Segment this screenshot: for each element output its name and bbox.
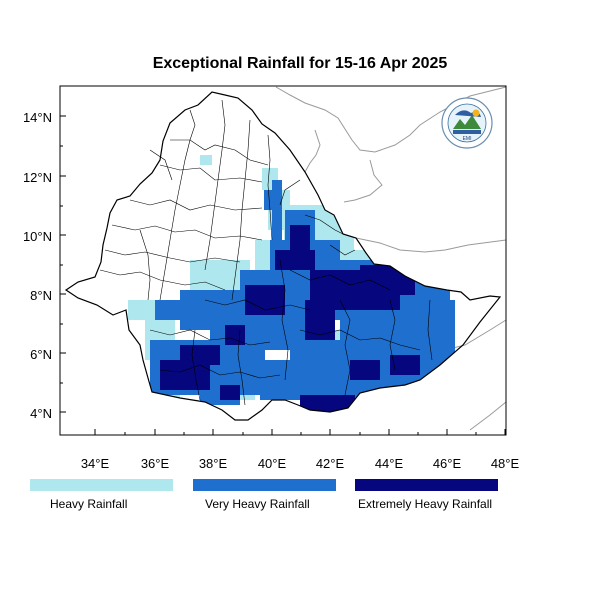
x-tick-label: 48°E <box>491 456 520 471</box>
admin-boundaries <box>99 99 433 406</box>
y-axis-labels: 14°N 12°N 10°N 8°N 6°N 4°N <box>23 110 52 421</box>
x-tick-label: 36°E <box>141 456 170 471</box>
legend-label-extreme: Extremely Heavy Rainfall <box>358 497 492 511</box>
legend-label-heavy: Heavy Rainfall <box>50 497 127 511</box>
logo-lettering: EMI <box>463 136 472 142</box>
legend-swatch-very-heavy <box>193 479 336 491</box>
map-title: Exceptional Rainfall for 15-16 Apr 2025 <box>152 55 448 72</box>
x-tick-label: 44°E <box>375 456 404 471</box>
country-border <box>64 91 502 421</box>
x-tick-label: 38°E <box>199 456 228 471</box>
x-tick-label: 40°E <box>258 456 287 471</box>
extremely-heavy-rainfall-area <box>160 225 420 413</box>
y-tick-label: 8°N <box>30 288 52 303</box>
legend-swatch-extreme <box>355 479 498 491</box>
x-axis-labels: 34°E 36°E 38°E 40°E 42°E 44°E 46°E 48°E <box>81 456 520 471</box>
y-tick-label: 6°N <box>30 347 52 362</box>
institute-logo: EMI <box>441 97 493 149</box>
axis-ticks <box>60 115 506 435</box>
x-tick-label: 34°E <box>81 456 110 471</box>
y-tick-label: 14°N <box>23 110 52 125</box>
map-frame <box>59 85 507 436</box>
neighbor-borders <box>275 86 507 431</box>
y-tick-label: 12°N <box>23 170 52 185</box>
legend-label-very-heavy: Very Heavy Rainfall <box>205 497 310 511</box>
x-tick-label: 46°E <box>433 456 462 471</box>
x-tick-label: 42°E <box>316 456 345 471</box>
legend-swatch-heavy <box>30 479 173 491</box>
y-tick-label: 4°N <box>30 406 52 421</box>
legend: Heavy Rainfall Very Heavy Rainfall Extre… <box>30 479 498 511</box>
y-tick-label: 10°N <box>23 229 52 244</box>
rainfall-layer <box>128 155 455 413</box>
